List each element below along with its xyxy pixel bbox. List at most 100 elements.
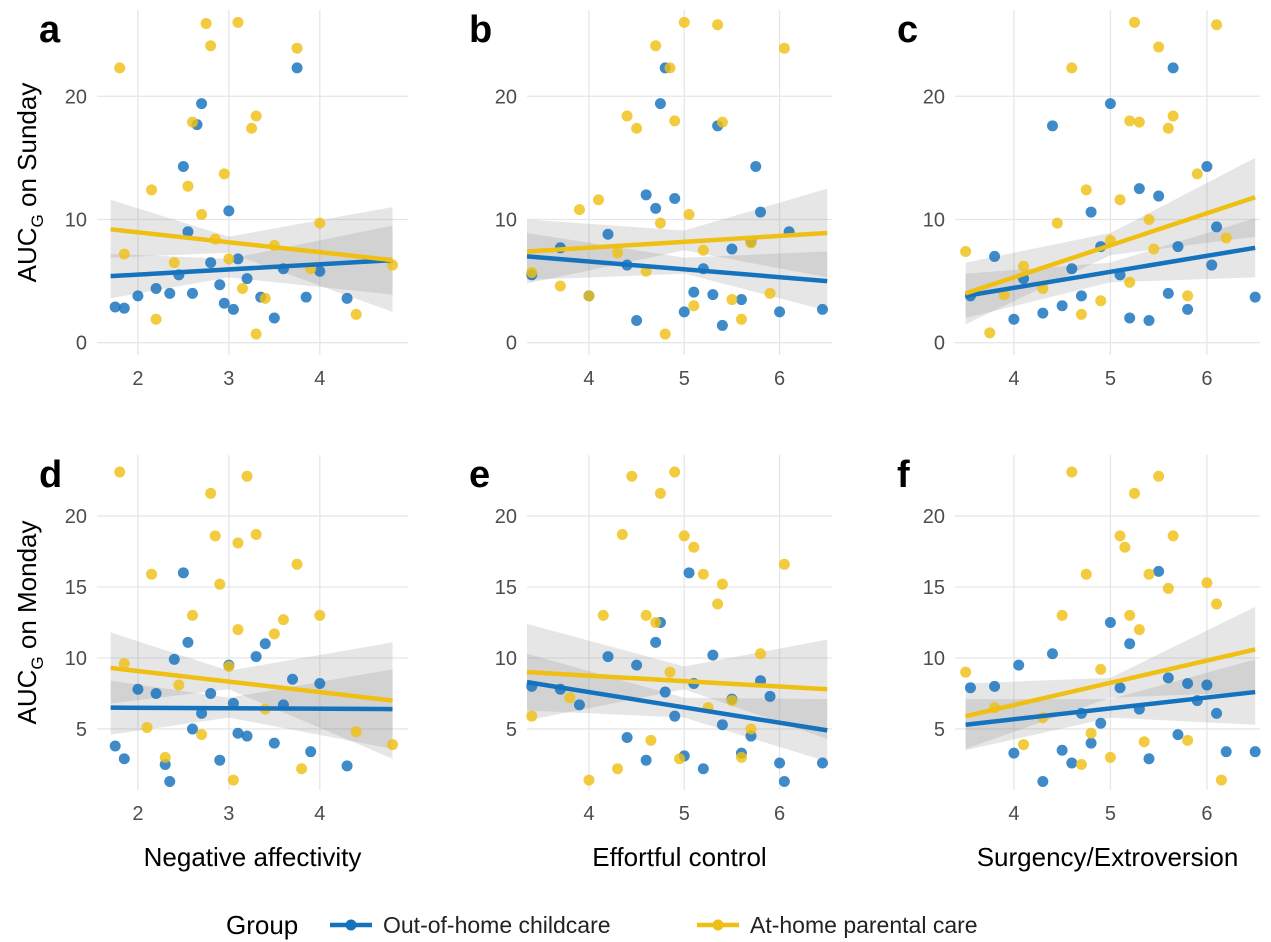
data-point [960, 666, 972, 678]
data-point [1182, 303, 1194, 315]
data-point [1215, 774, 1227, 786]
data-point [716, 719, 728, 731]
data-point [350, 726, 362, 738]
data-point [697, 568, 709, 580]
data-point [989, 250, 1001, 262]
fit-line [526, 254, 828, 284]
data-point [1182, 678, 1194, 690]
data-point [573, 699, 585, 711]
data-point [186, 116, 198, 128]
y-tick-label: 10 [65, 209, 87, 231]
data-point [1182, 734, 1194, 746]
y-tick-label: 15 [923, 577, 945, 599]
data-point [1018, 260, 1030, 272]
data-point [287, 673, 299, 685]
data-point [669, 466, 681, 478]
data-point [246, 122, 258, 134]
y-tick-label: 10 [495, 648, 517, 670]
data-point [1095, 295, 1107, 307]
data-point [716, 319, 728, 331]
data-point [1124, 115, 1136, 127]
data-point [526, 266, 538, 278]
data-point [164, 775, 176, 787]
data-point [1167, 530, 1179, 542]
data-point [1143, 753, 1155, 765]
data-point [109, 740, 121, 752]
data-point [764, 287, 776, 299]
data-point [132, 290, 144, 302]
data-point [774, 757, 786, 769]
y-tick-label: 20 [495, 506, 517, 528]
data-point [1066, 263, 1078, 275]
data-point [612, 763, 624, 775]
data-point [1056, 744, 1068, 756]
data-point [650, 636, 662, 648]
data-point [659, 686, 671, 698]
data-point [745, 723, 757, 735]
y-label-sub: G [28, 656, 47, 669]
data-point [631, 659, 643, 671]
data-point [232, 537, 244, 549]
data-point [214, 754, 226, 766]
data-point [640, 609, 652, 621]
data-point [186, 609, 198, 621]
panel-letter: e [469, 454, 490, 496]
data-point [778, 558, 790, 570]
data-point [669, 115, 681, 127]
y-tick-label: 10 [923, 648, 945, 670]
data-point [697, 763, 709, 775]
data-point [669, 710, 681, 722]
panel-letter: d [39, 454, 62, 496]
y-tick-label: 5 [934, 719, 945, 741]
data-point [1172, 729, 1184, 741]
x-tick-label: 6 [774, 803, 785, 825]
data-point [1143, 568, 1155, 580]
data-point [223, 661, 235, 673]
data-point [232, 253, 244, 265]
data-point [707, 289, 719, 301]
data-point [1013, 659, 1025, 671]
data-point [196, 707, 208, 719]
data-point [146, 568, 158, 580]
confidence-band [527, 188, 828, 284]
data-point [114, 62, 126, 74]
data-point [1119, 541, 1131, 553]
y-tick-label: 20 [923, 86, 945, 108]
data-point [631, 122, 643, 134]
data-point [712, 598, 724, 610]
data-point [664, 666, 676, 678]
data-point [141, 722, 153, 734]
data-point [1124, 276, 1136, 288]
data-point [214, 279, 226, 291]
x-tick-label: 4 [583, 368, 594, 390]
data-point [268, 628, 280, 640]
data-point [200, 18, 212, 30]
data-point [1075, 290, 1087, 302]
data-point [182, 226, 194, 238]
data-point [526, 710, 538, 722]
data-point [182, 636, 194, 648]
fit-line [965, 689, 1256, 727]
y-tick-label: 15 [495, 577, 517, 599]
x-tick-label: 3 [223, 368, 234, 390]
data-point [683, 567, 695, 579]
x-axis-label: Negative affectivity [144, 842, 362, 872]
x-tick-label: 5 [679, 803, 690, 825]
x-axis-label: Effortful control [592, 842, 766, 872]
y-tick-label: 20 [495, 86, 517, 108]
fit-line [526, 669, 828, 692]
data-point [654, 98, 666, 110]
data-point [755, 648, 767, 660]
y-tick-label: 20 [923, 506, 945, 528]
panel: 5 10 15 20 4 5 6 e Effortful control [469, 454, 832, 872]
data-point [1085, 206, 1097, 218]
x-tick-label: 4 [314, 368, 325, 390]
data-point [674, 753, 685, 765]
x-tick-label: 5 [1105, 803, 1116, 825]
data-point [1153, 190, 1165, 202]
data-point [186, 287, 198, 299]
y-tick-label: 0 [76, 333, 87, 355]
data-point [196, 98, 208, 110]
